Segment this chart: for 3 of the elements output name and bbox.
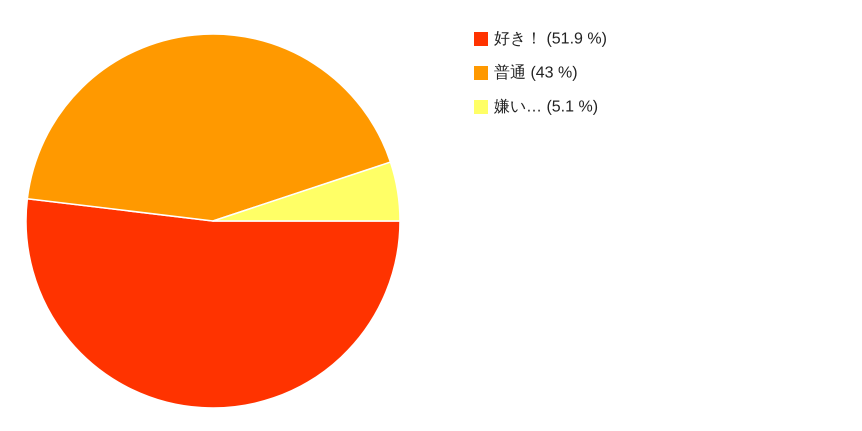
legend-label: 嫌い… (5.1 %) <box>494 98 598 116</box>
legend-label: 普通 (43 %) <box>494 64 578 82</box>
legend-label: 好き！ (51.9 %) <box>494 30 607 48</box>
